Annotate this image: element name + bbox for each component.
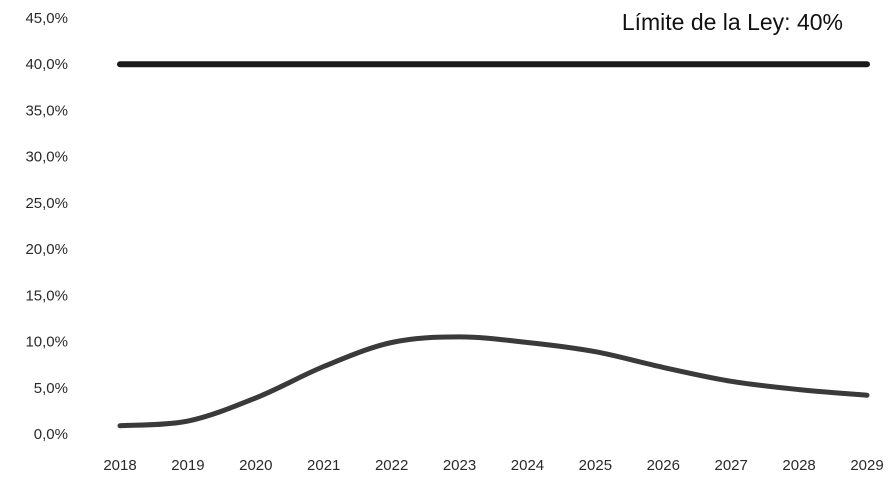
x-tick-label: 2026 [647, 457, 680, 474]
x-tick-label: 2024 [511, 457, 544, 474]
y-tick-label: 30,0% [25, 149, 68, 166]
y-tick-label: 10,0% [25, 334, 68, 351]
y-tick-label: 5,0% [34, 380, 68, 397]
ratio-line [117, 334, 870, 429]
y-tick-label: 35,0% [25, 102, 68, 119]
limit-annotation: Límite de la Ley: 40% [622, 9, 843, 35]
x-tick-label: 2020 [239, 457, 272, 474]
x-tick-label: 2018 [103, 457, 136, 474]
y-axis-tick-labels: 0,0% 5,0% 10,0% 15,0% 20,0% 25,0% 30,0% 35,0% 40… [25, 10, 68, 443]
x-tick-label: 2027 [714, 457, 747, 474]
y-tick-label: 40,0% [25, 56, 68, 73]
x-tick-label: 2021 [307, 457, 340, 474]
x-tick-label: 2023 [443, 457, 476, 474]
x-tick-label: 2022 [375, 457, 408, 474]
x-axis-tick-labels: 2018 2019 2020 2021 2022 2023 2024 2025 2026 2027… [103, 457, 883, 474]
y-tick-label: 25,0% [25, 195, 68, 212]
x-tick-label: 2028 [782, 457, 815, 474]
y-tick-label: 20,0% [25, 241, 68, 258]
y-tick-label: 15,0% [25, 287, 68, 304]
x-tick-label: 2025 [579, 457, 612, 474]
y-tick-label: 45,0% [25, 10, 68, 27]
x-tick-label: 2029 [850, 457, 883, 474]
series-lines [117, 61, 870, 429]
y-tick-label: 0,0% [34, 426, 68, 443]
x-tick-label: 2019 [171, 457, 204, 474]
